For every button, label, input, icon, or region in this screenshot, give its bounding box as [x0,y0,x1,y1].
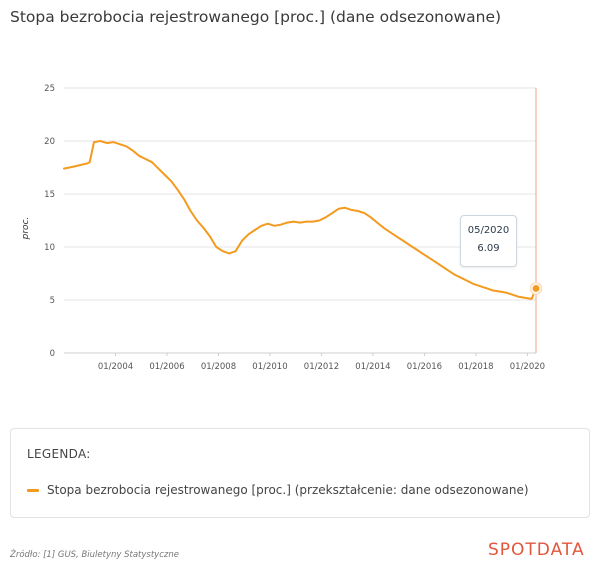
x-tick-label: 01/2004 [98,362,133,372]
legend: LEGENDA: Stopa bezrobocia rejestrowanego… [10,428,590,518]
chart-title: Stopa bezrobocia rejestrowanego [proc.] … [10,8,502,26]
tooltip-value: 6.09 [477,243,500,254]
series-line-unemployment-rate[interactable] [63,140,537,300]
data-tooltip: 05/2020 6.09 [460,215,517,267]
x-tick-label: 01/2018 [458,362,493,372]
x-tick-label: 01/2012 [304,362,339,372]
y-tick-label: 20 [44,137,55,147]
y-tick-label: 15 [44,190,55,200]
y-tick-label: 10 [44,243,55,253]
source-note: Źródło: [1] GUS, Biuletyny Statystyczne [10,550,179,560]
legend-entry-unemployment-rate[interactable]: Stopa bezrobocia rejestrowanego [proc.] … [27,483,529,497]
legend-swatch [27,489,39,492]
y-axis-label: proc. [21,217,31,241]
x-tick-label: 01/2016 [407,362,442,372]
grid [64,87,536,354]
x-tick-label: 01/2020 [510,362,545,372]
tooltip-date: 05/2020 [467,225,510,236]
y-axis: 0 5 10 15 20 25 [44,84,55,359]
hover-point[interactable] [531,283,541,294]
x-tick-label: 01/2014 [355,362,390,372]
brand-logo: SPOTDATA [488,540,585,560]
x-tick-label: 01/2008 [201,362,236,372]
x-tick-label: 01/2010 [252,362,287,372]
y-tick-label: 5 [50,296,55,306]
legend-heading: LEGENDA: [27,447,91,461]
y-tick-label: 25 [44,84,55,94]
x-axis: 01/2004 01/2006 01/2008 01/2010 01/2012 01/20… [98,353,545,372]
y-tick-label: 0 [50,349,55,359]
x-tick-label: 01/2006 [149,362,184,372]
legend-entry-label: Stopa bezrobocia rejestrowanego [proc.] … [47,483,529,497]
